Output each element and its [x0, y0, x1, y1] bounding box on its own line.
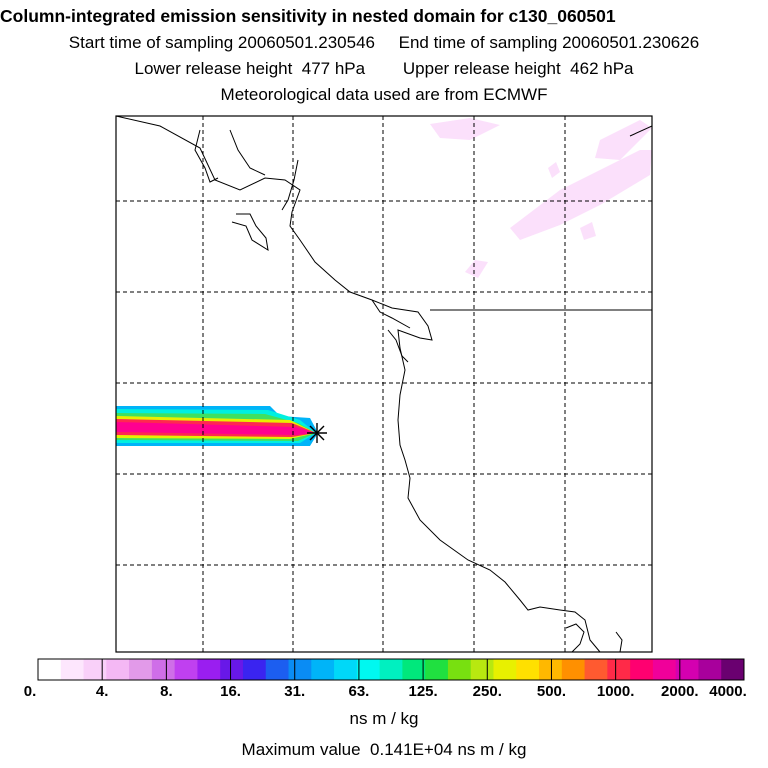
colorbar-cell: [698, 659, 722, 680]
colorbar-cell: [356, 659, 381, 680]
colorbar-cell: [425, 659, 449, 680]
map-title: Column-integrated emission sensitivity i…: [0, 6, 616, 26]
emission-plume: [116, 406, 318, 446]
colorbar-tick-label: 4000.: [709, 683, 747, 700]
colorbar-frame: [37, 658, 745, 681]
colorbar-tick-label: 63.: [348, 683, 370, 700]
colorbar-units: ns m / kg: [349, 709, 419, 728]
colorbar-cell: [106, 659, 130, 680]
colorbar-cell: [402, 659, 426, 680]
colorbar-tick-label: 0.: [23, 683, 37, 700]
colorbar-cell: [242, 659, 267, 680]
colorbar-cell: [265, 659, 290, 680]
colorbar-cell: [334, 659, 358, 680]
colorbar-cell: [561, 659, 586, 680]
colorbar-tick-label: 250.: [472, 683, 502, 700]
colorbar-tick-label: 125.: [408, 683, 438, 700]
colorbar-tick-label: 500.: [536, 683, 567, 700]
release-point-marker: [307, 423, 327, 443]
colorbar-cell: [721, 659, 745, 680]
colorbar-cell: [288, 659, 312, 680]
colorbar-cell: [584, 659, 608, 680]
colorbar-tick-label: 16.: [220, 683, 241, 700]
colorbar-cell: [174, 659, 198, 680]
release-height-line: Lower release height 477 hPa Upper relea…: [134, 59, 634, 78]
colorbar-tick-label: 2000.: [661, 683, 699, 700]
colorbar-cell: [516, 659, 540, 680]
colorbar-tick-label: 4.: [95, 683, 109, 700]
plume-peak: [116, 422, 316, 435]
colorbar-cell: [630, 659, 654, 680]
colorbar-cell: [83, 659, 107, 680]
colorbar-cell: [470, 659, 494, 680]
coastline: [115, 115, 653, 653]
colorbar-cell: [539, 659, 563, 680]
colorbar-cell: [675, 659, 699, 680]
map-gridlines: [116, 116, 652, 652]
colorbar-cell: [447, 659, 472, 680]
sampling-time-line: Start time of sampling 20060501.230546 E…: [68, 33, 700, 52]
colorbar-cell: [493, 659, 517, 680]
colorbar-tick-label: 1000.: [596, 683, 635, 700]
colorbar-cell: [311, 659, 335, 680]
colorbar-cell: [129, 659, 153, 680]
colorbar-cell: [38, 659, 62, 680]
colorbar-cell: [151, 659, 176, 680]
faint-sensitivity-patches: [430, 118, 652, 278]
color-legend-bar: [37, 658, 745, 681]
colorbar-cell: [379, 659, 403, 680]
meteorological-data-line: Meteorological data used are from ECMWF: [220, 85, 548, 104]
colorbar-cell: [607, 659, 631, 680]
colorbar-cell: [220, 659, 244, 680]
colorbar-cell: [197, 659, 221, 680]
colorbar-tick-label: 8.: [160, 683, 173, 700]
colorbar-cell: [652, 659, 677, 680]
maximum-value-label: Maximum value 0.141E+04 ns m / kg: [241, 740, 527, 759]
colorbar-tick-label: 31.: [284, 683, 306, 700]
colorbar-cell: [60, 659, 85, 680]
map-frame: [115, 115, 653, 653]
